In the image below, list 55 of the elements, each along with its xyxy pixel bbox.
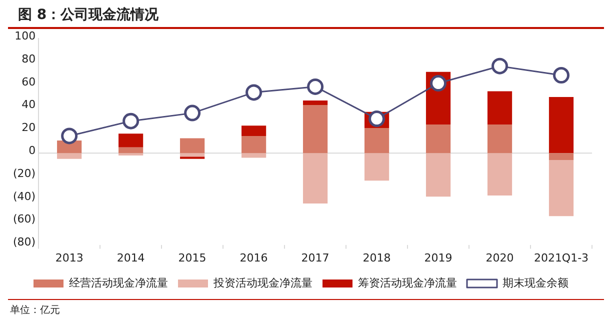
y-tick-label: 0 xyxy=(28,144,36,158)
y-tick-label: (60) xyxy=(12,212,36,226)
bar xyxy=(426,153,451,197)
bar xyxy=(302,105,328,154)
x-tick-label: 2021Q1-3 xyxy=(534,251,589,264)
x-tick-label: 2014 xyxy=(116,251,145,264)
point xyxy=(61,128,78,144)
bar xyxy=(242,136,266,154)
bar xyxy=(364,153,390,181)
bar xyxy=(487,124,512,154)
x-tick-label: 2013 xyxy=(55,251,84,264)
legend-label: 经营活动现金净流量 xyxy=(69,276,168,290)
bar xyxy=(118,147,144,154)
bar xyxy=(548,153,574,160)
y-tick-label: (80) xyxy=(12,236,36,249)
x-tick-label: 2020 xyxy=(486,251,514,264)
bar xyxy=(548,160,574,216)
point xyxy=(307,78,324,95)
y-tick-label: 100 xyxy=(14,29,36,42)
bar xyxy=(426,124,451,154)
legend-label: 期末现金余额 xyxy=(502,276,568,290)
y-tick-label: 80 xyxy=(22,52,36,66)
y-tick-label: (20) xyxy=(12,166,36,180)
x-tick-label: 2018 xyxy=(362,251,391,264)
point xyxy=(368,110,386,128)
bar xyxy=(180,153,205,157)
bar xyxy=(487,153,512,196)
legend-label: 投资活动现金净流量 xyxy=(212,276,312,290)
x-tick-label: 2019 xyxy=(424,251,452,264)
point xyxy=(553,67,570,84)
y-tick-label: 20 xyxy=(22,121,36,134)
legend-label: 筹资活动现金净流量 xyxy=(358,276,457,290)
x-tick-label: 2017 xyxy=(301,251,330,264)
y-tick-label: (40) xyxy=(12,190,36,203)
point xyxy=(492,58,508,74)
bar xyxy=(364,128,390,154)
bar xyxy=(548,97,574,154)
bar xyxy=(302,153,328,204)
x-tick-label: 2015 xyxy=(178,251,206,264)
bar xyxy=(118,134,144,148)
bar xyxy=(242,126,266,136)
point xyxy=(122,112,140,130)
y-tick-label: 60 xyxy=(22,75,36,88)
chart-title: 图 8：公司现金流情况 xyxy=(8,0,604,29)
bar xyxy=(487,91,512,125)
y-tick-label: 40 xyxy=(22,98,36,112)
bar xyxy=(57,153,82,159)
text: 单位：亿元 xyxy=(8,299,604,320)
x-tick-label: 2016 xyxy=(240,251,268,264)
bar xyxy=(180,138,205,154)
bar xyxy=(242,153,266,158)
point xyxy=(246,84,262,101)
point xyxy=(430,75,447,92)
bar xyxy=(302,100,328,106)
point xyxy=(184,104,201,122)
